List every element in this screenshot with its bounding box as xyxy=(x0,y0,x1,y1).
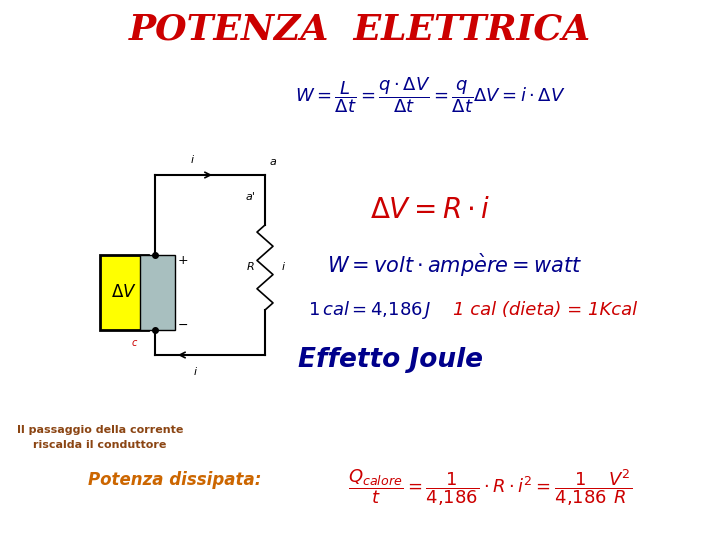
Text: −: − xyxy=(178,319,189,332)
Text: Potenza dissipata:: Potenza dissipata: xyxy=(89,471,261,489)
Bar xyxy=(140,255,175,330)
Text: $W = volt \cdot amp\grave{e}re = watt$: $W = volt \cdot amp\grave{e}re = watt$ xyxy=(328,251,582,279)
Text: $1\,cal = 4{,}186\,J$: $1\,cal = 4{,}186\,J$ xyxy=(308,299,432,321)
Bar xyxy=(100,255,148,330)
Text: i: i xyxy=(194,367,197,377)
Text: +: + xyxy=(178,253,189,267)
Text: i: i xyxy=(190,155,194,165)
Text: a': a' xyxy=(245,192,255,202)
Text: Effetto Joule: Effetto Joule xyxy=(297,347,482,373)
Text: riscalda il conduttore: riscalda il conduttore xyxy=(33,440,167,450)
Text: R: R xyxy=(247,262,255,273)
Text: c: c xyxy=(132,338,137,348)
Text: i: i xyxy=(282,262,284,273)
Text: Il passaggio della corrente: Il passaggio della corrente xyxy=(17,425,183,435)
Text: 1 cal (dieta) = 1Kcal: 1 cal (dieta) = 1Kcal xyxy=(453,301,637,319)
Text: POTENZA  ELETTRICA: POTENZA ELETTRICA xyxy=(129,13,591,47)
Text: $\Delta V = R \cdot i$: $\Delta V = R \cdot i$ xyxy=(370,196,490,224)
Text: a: a xyxy=(270,157,277,167)
Text: $\Delta V$: $\Delta V$ xyxy=(111,283,137,301)
Text: $\dfrac{Q_{calore}}{t} = \dfrac{1}{4{,}186} \cdot R \cdot i^2 = \dfrac{1}{4{,}18: $\dfrac{Q_{calore}}{t} = \dfrac{1}{4{,}1… xyxy=(348,468,632,508)
Text: $W = \dfrac{L}{\Delta t} = \dfrac{q \cdot \Delta V}{\Delta t} = \dfrac{q}{\Delta: $W = \dfrac{L}{\Delta t} = \dfrac{q \cdo… xyxy=(294,75,565,115)
